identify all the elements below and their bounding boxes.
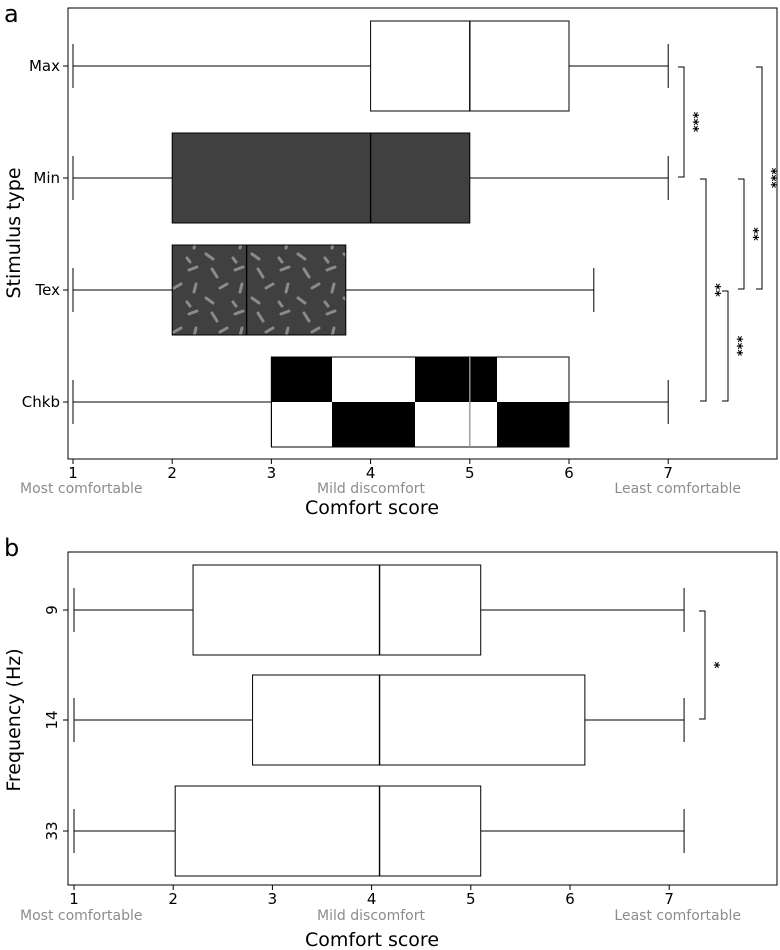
significance-label: *** [685,112,700,133]
panel-b-y-axis-label: Frequency (Hz) [3,648,25,791]
box-outline [270,356,570,448]
significance-bracket: *** [722,290,744,402]
checker-square [272,357,332,402]
y-category-label: 14 [43,710,61,729]
box-body [171,132,471,224]
y-category-label: 9 [43,605,61,615]
significance-label: * [706,662,721,669]
significance-bracket: *** [678,66,700,178]
x-tick-label: 4 [367,890,377,908]
box-body [171,244,347,336]
panel-b-anchor-labels: Most comfortable Mild discomfort Least com… [20,908,741,924]
x-tick-label: 1 [68,464,78,482]
comfort-anchor-label: Most comfortable [20,908,143,924]
significance-label: ** [707,283,722,297]
significance-label: ** [745,227,760,241]
significance-bracket: *** [756,66,778,290]
bracket-line [700,178,707,402]
panel-b-boxes [73,564,685,877]
x-tick-label: 6 [565,890,575,908]
bracket-line [722,290,729,402]
checker-square [497,402,569,447]
significance-bracket: * [699,610,721,720]
panel-b-axes-frame [67,551,778,886]
box-tex [72,244,595,336]
bracket-line [738,178,745,290]
box-body [192,564,482,656]
x-tick-label: 2 [168,890,178,908]
comfort-anchor-label: Mild discomfort [317,908,425,924]
panel-b-x-axis-label: Comfort score [305,929,439,950]
panel-a-y-axis-label: Stimulus type [3,167,25,298]
box-body [252,674,586,766]
y-category-label: Tex [35,281,61,299]
x-tick-label: 2 [167,464,177,482]
y-category-label: Chkb [22,393,60,411]
comfort-anchor-label: Least comfortable [614,481,741,497]
significance-label: *** [729,336,744,357]
box-33 [73,785,685,877]
panel-a-y-categories: Max Min Tex Chkb [22,57,68,411]
panel-a-significance: ************* [678,66,778,402]
significance-label: *** [763,168,778,189]
x-tick-label: 5 [466,890,476,908]
significance-bracket: ** [738,178,760,290]
panel-a-anchor-labels: Most comfortable Mild discomfort Least com… [20,481,741,497]
x-tick-label: 6 [564,464,574,482]
box-min [72,132,669,224]
bracket-line [756,66,763,290]
x-tick-label: 3 [267,464,277,482]
y-category-label: Max [29,57,60,75]
x-tick-label: 3 [268,890,278,908]
bracket-line [699,610,706,720]
comfort-anchor-label: Mild discomfort [317,481,425,497]
x-tick-label: 4 [366,464,376,482]
x-tick-label: 1 [69,890,79,908]
x-tick-label: 7 [663,464,673,482]
box-chkb [72,356,669,448]
x-tick-label: 5 [465,464,475,482]
comfort-anchor-label: Least comfortable [614,908,741,924]
box-14 [73,674,685,766]
y-category-label: 33 [43,821,61,840]
panel-b-significance: * [699,610,721,720]
bracket-line [678,66,685,178]
box-body [174,785,482,877]
panel-a-x-ticks: 1 2 3 4 5 6 7 [68,459,673,482]
comfort-anchor-label: Most comfortable [20,481,143,497]
box-max [72,20,669,112]
checker-square [332,402,415,447]
x-tick-label: 7 [664,890,674,908]
panel-b-y-categories: 9 14 33 [43,605,68,841]
panel-b-x-ticks: 1 2 3 4 5 6 7 [69,885,674,908]
checker-square [415,357,497,402]
significance-bracket: ** [700,178,722,402]
box-9 [73,564,685,656]
panel-b-letter: b [4,534,19,562]
panel-a-axes-frame [67,7,778,460]
y-category-label: Min [33,169,60,187]
panel-a-letter: a [4,0,19,28]
panel-a-boxes [72,20,669,448]
panel-a-x-axis-label: Comfort score [305,497,439,519]
panel-b: b 1 2 3 4 5 6 7 9 14 33 * Most comfortable Mild d… [3,534,778,950]
